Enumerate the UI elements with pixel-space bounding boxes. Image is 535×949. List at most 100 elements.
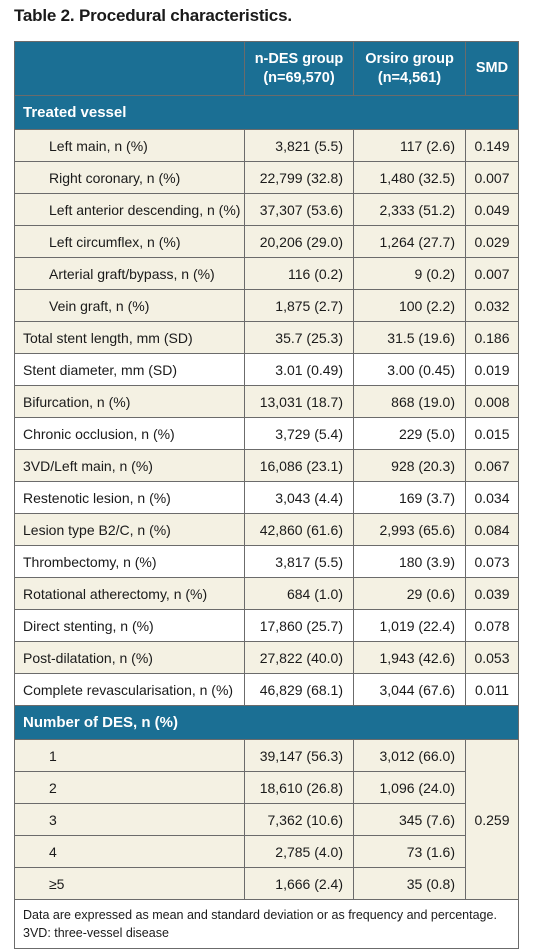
ndes-value: 46,829 (68.1) — [244, 673, 354, 706]
table-figure: Table 2. Procedural characteristics. n-D… — [14, 6, 519, 949]
des-smd-value: 0.259 — [465, 739, 519, 900]
table-row: Total stent length, mm (SD) 35.7 (25.3) 31… — [14, 321, 519, 354]
orsiro-value: 9 (0.2) — [353, 257, 466, 290]
table-row: 4 2,785 (4.0) 73 (1.6) — [14, 835, 519, 868]
section-treated-vessel: Treated vessel — [14, 95, 519, 130]
smd-value: 0.029 — [465, 225, 519, 258]
table-row: Thrombectomy, n (%) 3,817 (5.5) 180 (3.9) 0… — [14, 545, 519, 578]
ndes-value: 3,821 (5.5) — [244, 129, 354, 162]
orsiro-value: 345 (7.6) — [353, 803, 466, 836]
ndes-value: 18,610 (26.8) — [244, 771, 354, 804]
row-label: Complete revascularisation, n (%) — [14, 673, 245, 706]
smd-value: 0.049 — [465, 193, 519, 226]
smd-value: 0.011 — [465, 673, 519, 706]
smd-value: 0.007 — [465, 161, 519, 194]
row-label: 1 — [14, 739, 245, 772]
smd-value: 0.078 — [465, 609, 519, 642]
table-row: 1 39,147 (56.3) 3,012 (66.0) 0.259 — [14, 739, 519, 900]
ndes-value: 3,729 (5.4) — [244, 417, 354, 450]
table-row: Right coronary, n (%) 22,799 (32.8) 1,480 … — [14, 161, 519, 194]
row-label: Restenotic lesion, n (%) — [14, 481, 245, 514]
footnote-line: Data are expressed as mean and standard … — [23, 908, 497, 922]
ndes-value: 20,206 (29.0) — [244, 225, 354, 258]
row-label: Left circumflex, n (%) — [14, 225, 245, 258]
table-row: Vein graft, n (%) 1,875 (2.7) 100 (2.2) 0.0… — [14, 289, 519, 322]
table-row: Bifurcation, n (%) 13,031 (18.7) 868 (19.0… — [14, 385, 519, 418]
header-smd: SMD — [465, 41, 519, 96]
table-row: Left circumflex, n (%) 20,206 (29.0) 1,264… — [14, 225, 519, 258]
procedural-table: n-DES group (n=69,570) Orsiro group (n=4,5… — [14, 41, 519, 949]
orsiro-value: 1,943 (42.6) — [353, 641, 466, 674]
header-row: n-DES group (n=69,570) Orsiro group (n=4,5… — [14, 41, 519, 96]
smd-value: 0.007 — [465, 257, 519, 290]
ndes-value: 116 (0.2) — [244, 257, 354, 290]
orsiro-value: 1,096 (24.0) — [353, 771, 466, 804]
row-label: Bifurcation, n (%) — [14, 385, 245, 418]
orsiro-value: 868 (19.0) — [353, 385, 466, 418]
row-label: 4 — [14, 835, 245, 868]
row-label: ≥5 — [14, 867, 245, 900]
orsiro-value: 73 (1.6) — [353, 835, 466, 868]
ndes-value: 3,043 (4.4) — [244, 481, 354, 514]
ndes-value: 37,307 (53.6) — [244, 193, 354, 226]
ndes-value: 1,666 (2.4) — [244, 867, 354, 900]
row-label: Chronic occlusion, n (%) — [14, 417, 245, 450]
table-row: 3 7,362 (10.6) 345 (7.6) — [14, 803, 519, 836]
smd-value: 0.186 — [465, 321, 519, 354]
orsiro-value: 1,019 (22.4) — [353, 609, 466, 642]
smd-value: 0.032 — [465, 289, 519, 322]
row-label: Rotational atherectomy, n (%) — [14, 577, 245, 610]
footnote-row: Data are expressed as mean and standard … — [14, 899, 519, 949]
orsiro-value: 29 (0.6) — [353, 577, 466, 610]
row-label: Stent diameter, mm (SD) — [14, 353, 245, 386]
smd-value: 0.008 — [465, 385, 519, 418]
orsiro-value: 2,333 (51.2) — [353, 193, 466, 226]
row-label: Total stent length, mm (SD) — [14, 321, 245, 354]
orsiro-value: 100 (2.2) — [353, 289, 466, 322]
smd-value: 0.019 — [465, 353, 519, 386]
row-label: 2 — [14, 771, 245, 804]
ndes-value: 3,817 (5.5) — [244, 545, 354, 578]
table-row: Post-dilatation, n (%) 27,822 (40.0) 1,943… — [14, 641, 519, 674]
orsiro-value: 3,044 (67.6) — [353, 673, 466, 706]
table-row: ≥5 1,666 (2.4) 35 (0.8) — [14, 867, 519, 900]
footnote-line: 3VD: three-vessel disease — [23, 926, 169, 940]
smd-value: 0.015 — [465, 417, 519, 450]
header-orsiro-label: Orsiro group — [365, 50, 454, 67]
row-label: Vein graft, n (%) — [14, 289, 245, 322]
table-row: 3VD/Left main, n (%) 16,086 (23.1) 928 (20… — [14, 449, 519, 482]
row-label: Thrombectomy, n (%) — [14, 545, 245, 578]
table-row: Lesion type B2/C, n (%) 42,860 (61.6) 2,99… — [14, 513, 519, 546]
row-label: 3 — [14, 803, 245, 836]
orsiro-value: 180 (3.9) — [353, 545, 466, 578]
orsiro-value: 229 (5.0) — [353, 417, 466, 450]
header-ndes: n-DES group (n=69,570) — [244, 41, 354, 96]
ndes-value: 42,860 (61.6) — [244, 513, 354, 546]
ndes-value: 22,799 (32.8) — [244, 161, 354, 194]
header-orsiro: Orsiro group (n=4,561) — [353, 41, 466, 96]
ndes-value: 16,086 (23.1) — [244, 449, 354, 482]
orsiro-value: 3.00 (0.45) — [353, 353, 466, 386]
ndes-value: 35.7 (25.3) — [244, 321, 354, 354]
orsiro-value: 2,993 (65.6) — [353, 513, 466, 546]
table-title: Table 2. Procedural characteristics. — [14, 6, 292, 25]
ndes-value: 17,860 (25.7) — [244, 609, 354, 642]
header-ndes-count: (n=69,570) — [263, 69, 335, 86]
orsiro-value: 35 (0.8) — [353, 867, 466, 900]
smd-value: 0.084 — [465, 513, 519, 546]
table-row: 2 18,610 (26.8) 1,096 (24.0) — [14, 771, 519, 804]
smd-value: 0.149 — [465, 129, 519, 162]
table-row: Restenotic lesion, n (%) 3,043 (4.4) 169 (… — [14, 481, 519, 514]
row-label: Arterial graft/bypass, n (%) — [14, 257, 245, 290]
header-ndes-label: n-DES group — [254, 50, 344, 67]
footnote: Data are expressed as mean and standard … — [14, 899, 519, 949]
header-orsiro-count: (n=4,561) — [377, 69, 442, 86]
orsiro-value: 117 (2.6) — [353, 129, 466, 162]
ndes-value: 27,822 (40.0) — [244, 641, 354, 674]
row-label: Direct stenting, n (%) — [14, 609, 245, 642]
ndes-value: 1,875 (2.7) — [244, 289, 354, 322]
table-row: Stent diameter, mm (SD) 3.01 (0.49) 3.00 (… — [14, 353, 519, 386]
table-row: Arterial graft/bypass, n (%) 116 (0.2) 9 (… — [14, 257, 519, 290]
ndes-value: 684 (1.0) — [244, 577, 354, 610]
ndes-value: 3.01 (0.49) — [244, 353, 354, 386]
